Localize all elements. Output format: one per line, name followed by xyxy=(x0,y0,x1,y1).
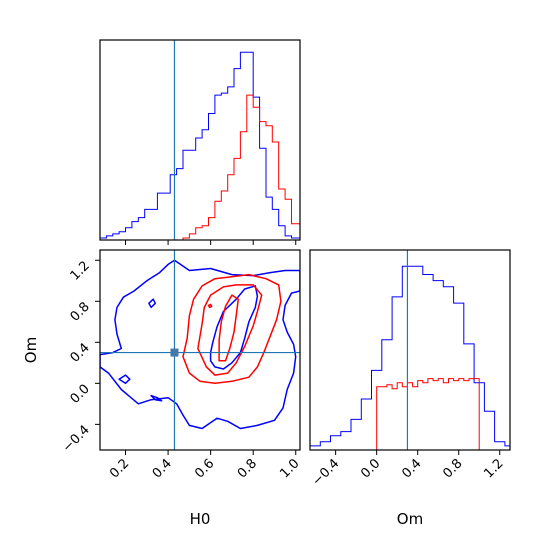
contour-blue-level-3 xyxy=(118,374,131,385)
h0-hist-red-series xyxy=(100,94,301,241)
joint-x-ticklabel-3: 0.8 xyxy=(235,456,260,481)
joint-y-ticklabel-2: 0.4 xyxy=(68,341,93,366)
om-hist-red-series xyxy=(376,378,480,450)
h0-hist-blue-series xyxy=(99,51,301,240)
h0-hist-frame xyxy=(99,39,301,241)
contour-red-level-2 xyxy=(218,294,240,362)
h0-histogram-panel xyxy=(99,39,301,245)
joint-x-ticklabel-4: 1.0 xyxy=(277,456,302,481)
om-hist-x-ticklabel-2: 0.4 xyxy=(399,456,424,481)
om-hist-frame xyxy=(309,249,511,451)
joint-x-ticklabel-2: 0.6 xyxy=(192,456,217,481)
contour-red-level-3 xyxy=(207,303,213,309)
contour-blue-level-2 xyxy=(148,298,157,309)
x-axis-label-om: Om xyxy=(397,510,423,528)
contour-red-level-0 xyxy=(182,273,282,385)
truth-point-marker xyxy=(170,348,179,357)
contour-red-level-1 xyxy=(197,284,263,376)
y-axis-label-om: Om xyxy=(22,337,40,363)
joint-y-ticklabel-3: 0.8 xyxy=(68,300,93,325)
om-histogram-panel: −0.4 0.0 0.4 0.8 1.2 xyxy=(309,249,511,489)
joint-y-ticklabel-1: 0.0 xyxy=(68,382,93,407)
joint-y-ticklabel-0: −0.4 xyxy=(60,423,93,456)
h0-om-contour-panel: 0.2 0.4 0.6 0.8 1.0 −0.4 0.0 0.4 0.8 1.2 xyxy=(60,249,303,481)
joint-y-ticklabel-4: 1.2 xyxy=(68,258,93,283)
contour-blue-level-1 xyxy=(209,285,259,370)
contour-blue-level-4 xyxy=(150,394,163,402)
om-hist-x-ticklabel-4: 1.2 xyxy=(481,456,506,481)
joint-x-ticklabel-1: 0.4 xyxy=(150,456,175,481)
om-hist-x-ticklabel-0: −0.4 xyxy=(310,456,343,489)
om-hist-blue-series xyxy=(309,265,511,450)
joint-x-ticklabel-0: 0.2 xyxy=(107,456,132,481)
joint-frame xyxy=(99,249,301,451)
om-hist-x-ticklabel-1: 0.0 xyxy=(358,456,383,481)
x-axis-label-h0: H0 xyxy=(190,510,211,528)
contour-blue-level-0 xyxy=(100,259,300,430)
om-hist-x-ticklabel-3: 0.8 xyxy=(440,456,465,481)
joint-contours xyxy=(100,259,300,430)
